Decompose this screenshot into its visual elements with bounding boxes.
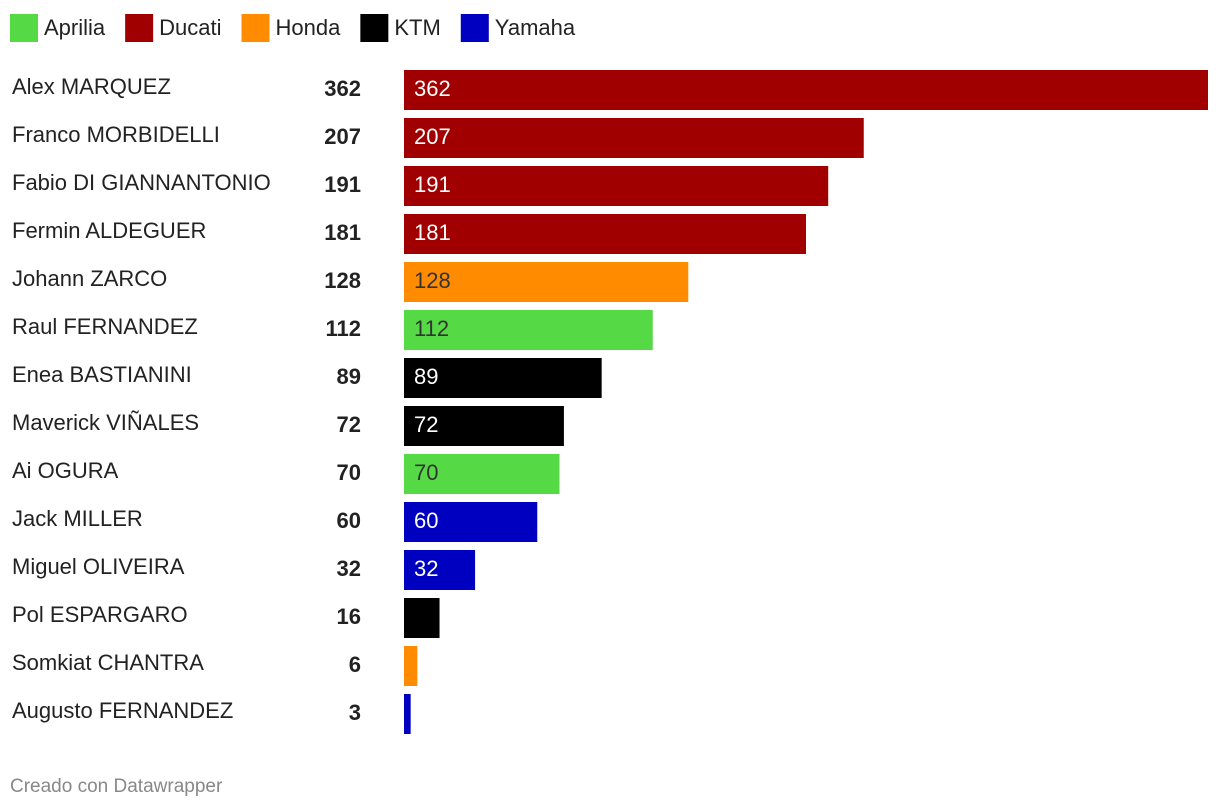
category-label: Enea BASTIANINI [12,362,192,387]
value-label: 60 [337,508,361,533]
category-label: Johann ZARCO [12,266,167,291]
bar [404,454,560,494]
value-label: 3 [349,700,361,725]
bar [404,646,418,686]
category-label: Maverick VIÑALES [12,410,199,435]
bar [404,598,440,638]
legend-label: Ducati [159,15,221,40]
bar-label: 70 [414,460,438,485]
bar-label: 32 [414,556,438,581]
value-label: 207 [324,124,361,149]
bar-label: 181 [414,220,451,245]
bar-label: 60 [414,508,438,533]
value-label: 72 [337,412,361,437]
value-label: 6 [349,652,361,677]
legend-swatch [241,14,270,42]
legend-swatch [360,14,389,42]
value-label: 70 [337,460,361,485]
bar-label: 207 [414,124,451,149]
value-label: 128 [324,268,361,293]
bar [404,70,1208,110]
bar [404,262,689,302]
bar [404,214,806,254]
bar-label: 191 [414,172,451,197]
bar [404,694,411,734]
bar-label: 128 [414,268,451,293]
category-label: Fermin ALDEGUER [12,218,206,243]
category-label: Ai OGURA [12,458,119,483]
legend-label: Aprilia [44,15,106,40]
bar [404,406,564,446]
bar-label: 112 [414,316,449,341]
category-label: Miguel OLIVEIRA [12,554,185,579]
category-label: Jack MILLER [12,506,143,531]
bar-label: 72 [414,412,438,437]
legend-label: Honda [276,15,342,40]
bar-label: 362 [414,76,451,101]
legend-label: KTM [394,15,440,40]
value-label: 191 [324,172,361,197]
category-label: Raul FERNANDEZ [12,314,198,339]
category-label: Augusto FERNANDEZ [12,698,233,723]
value-label: 16 [337,604,361,629]
value-label: 181 [324,220,361,245]
legend-swatch [10,14,38,42]
bar [404,502,538,542]
value-label: 89 [337,364,361,389]
legend-swatch [460,14,489,42]
legend-swatch [125,14,154,42]
category-label: Somkiat CHANTRA [12,650,204,675]
bar-label: 89 [414,364,438,389]
category-label: Franco MORBIDELLI [12,122,220,147]
category-label: Pol ESPARGARO [12,602,188,627]
bar [404,310,653,350]
bar [404,358,602,398]
category-label: Fabio DI GIANNANTONIO [12,170,271,195]
credit: Creado con Datawrapper [10,776,223,797]
value-label: 112 [326,316,362,341]
bar [404,118,864,158]
value-label: 32 [337,556,361,581]
value-label: 362 [324,76,361,101]
legend-label: Yamaha [495,15,576,40]
bar [404,166,829,206]
category-label: Alex MARQUEZ [12,74,171,99]
bar [404,550,476,590]
